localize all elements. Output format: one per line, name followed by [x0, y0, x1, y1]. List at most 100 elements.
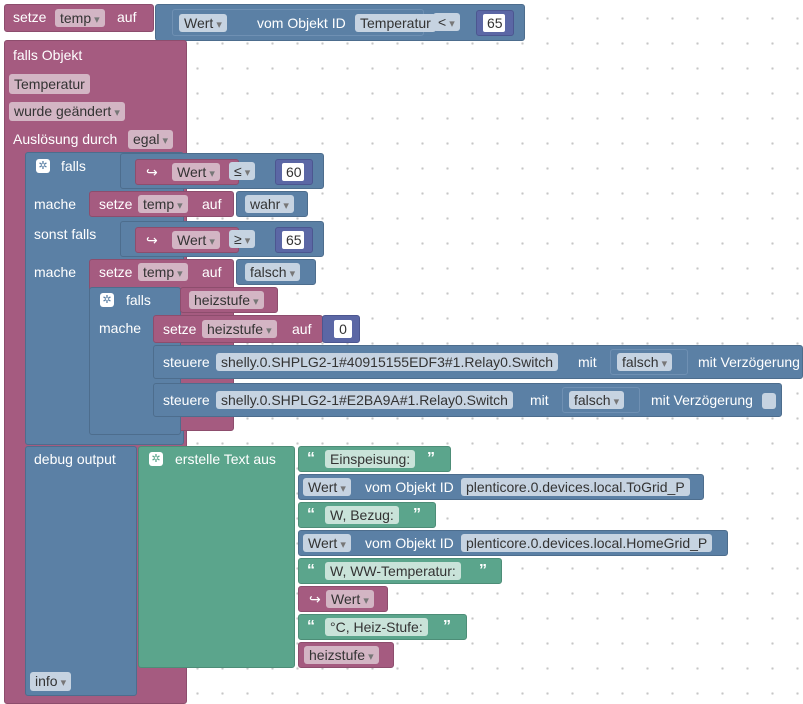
set-temp-block[interactable]: setze temp auf — [4, 4, 154, 32]
number-block-65[interactable]: 65 — [275, 227, 313, 253]
auf-label-2: auf — [202, 196, 222, 212]
steuere-block-1[interactable]: steuere shelly.0.SHPLG2-1#40915155EDF3#1… — [153, 345, 803, 379]
text-part-1[interactable]: “ Einspeisung: ” — [298, 446, 451, 472]
var-dropdown-temp-2[interactable]: temp — [138, 195, 188, 213]
object-id-p2[interactable]: plenticore.0.devices.local.HomeGrid_P — [461, 534, 713, 552]
trigger-event-dropdown[interactable]: wurde geändert — [9, 102, 125, 121]
text-field-2[interactable]: W, Bezug: — [325, 506, 399, 524]
gear-icon-3[interactable]: ✲ — [149, 452, 163, 466]
return-arrow-icon-3: ↪ — [309, 591, 321, 607]
mit-label-1: mit — [578, 354, 597, 370]
number-value[interactable]: 65 — [482, 13, 506, 33]
setze-label: setze — [13, 9, 47, 25]
text-field-4[interactable]: °C, Heiz-Stufe: — [325, 618, 428, 636]
get-value-block[interactable]: Wert vom Objekt ID Temperatur — [172, 9, 436, 36]
text-field-3[interactable]: W, WW-Temperatur: — [325, 562, 461, 580]
trigger-object[interactable]: Temperatur — [9, 74, 90, 94]
wert-dropdown-2[interactable]: Wert — [172, 231, 220, 249]
condition-1-block[interactable]: ↪ Wert ≤ 60 — [120, 153, 324, 189]
sonst-falls-label: sonst falls — [34, 226, 97, 242]
auf-label-3: auf — [202, 264, 222, 280]
op-dropdown-2[interactable]: ≥ — [229, 230, 256, 248]
close-quote-icon-4: ” — [443, 618, 451, 635]
object-id-field[interactable]: Temperatur — [355, 14, 436, 32]
open-quote-icon-4: “ — [307, 618, 315, 635]
compare-block[interactable]: Wert vom Objekt ID Temperatur < 65 — [155, 4, 525, 41]
mache-label: mache — [34, 196, 77, 212]
set-temp-true-block[interactable]: setze temp auf — [89, 191, 234, 217]
steuere-object-id-2[interactable]: shelly.0.SHPLG2-1#E2BA9A#1.Relay0.Switch — [216, 391, 513, 409]
ausloesung-dropdown[interactable]: egal — [128, 130, 174, 149]
debug-level-dropdown[interactable]: info — [30, 672, 72, 691]
text-field-1[interactable]: Einspeisung: — [325, 450, 416, 468]
setze-label-2: setze — [99, 196, 133, 212]
create-text-label: erstelle Text aus — [175, 451, 276, 467]
bool-true-block[interactable]: wahr — [236, 191, 308, 217]
heizstufe-var-part[interactable]: heizstufe — [298, 642, 394, 668]
number-block-60[interactable]: 60 — [275, 159, 313, 185]
steuere-label-2: steuere — [163, 392, 210, 408]
op-dropdown-1[interactable]: ≤ — [229, 162, 256, 180]
gear-icon-2[interactable]: ✲ — [100, 293, 114, 307]
wert-dropdown-p2[interactable]: Wert — [303, 534, 351, 552]
delay-label-2: mit Verzögerung — [651, 392, 753, 408]
setze-label-4: setze — [163, 321, 197, 337]
value-part-1[interactable]: Wert vom Objekt ID plenticore.0.devices.… — [298, 474, 704, 500]
return-arrow-icon: ↪ — [146, 164, 158, 180]
debug-output-label: debug output — [34, 451, 116, 467]
vom-objekt-id-p1: vom Objekt ID — [365, 479, 454, 495]
debug-output-block[interactable]: debug output info — [25, 446, 137, 696]
number-value-60[interactable]: 60 — [281, 162, 305, 182]
text-part-3[interactable]: “ W, WW-Temperatur: ” — [298, 558, 502, 584]
wert-dropdown-p3[interactable]: Wert — [326, 590, 374, 608]
text-part-2[interactable]: “ W, Bezug: ” — [298, 502, 436, 528]
create-text-block[interactable]: ✲ erstelle Text aus — [138, 446, 295, 668]
number-value-0[interactable]: 0 — [333, 319, 353, 339]
falls-label: falls — [61, 158, 86, 174]
object-id-p1[interactable]: plenticore.0.devices.local.ToGrid_P — [461, 478, 690, 496]
var-dropdown-temp[interactable]: temp — [55, 9, 105, 27]
setze-label-3: setze — [99, 264, 133, 280]
close-quote-icon-3: ” — [479, 562, 487, 579]
bool-false-block[interactable]: falsch — [236, 259, 316, 285]
heizstufe-var-block[interactable]: heizstufe — [180, 287, 278, 313]
gear-icon[interactable]: ✲ — [36, 159, 50, 173]
bool-block-s1[interactable]: falsch — [610, 349, 688, 375]
falls-label-2: falls — [126, 292, 151, 308]
wert-dropdown[interactable]: Wert — [179, 14, 227, 32]
bool-dropdown-falsch[interactable]: falsch — [245, 263, 301, 281]
bool-dropdown-wahr[interactable]: wahr — [245, 195, 294, 213]
auf-label: auf — [117, 9, 137, 25]
loop-var-block-2[interactable]: ↪ Wert — [135, 227, 239, 253]
bool-dropdown-s1[interactable]: falsch — [617, 353, 673, 371]
close-quote-icon-2: ” — [413, 506, 421, 523]
heizstufe-dropdown-p4[interactable]: heizstufe — [304, 646, 379, 664]
steuere-object-id-1[interactable]: shelly.0.SHPLG2-1#40915155EDF3#1.Relay0.… — [216, 353, 559, 371]
number-value-65[interactable]: 65 — [281, 230, 305, 250]
vom-objekt-id-p2: vom Objekt ID — [365, 535, 454, 551]
ausloesung-label: Auslösung durch — [13, 131, 118, 147]
heizstufe-dropdown-2[interactable]: heizstufe — [202, 320, 277, 338]
operator-dropdown[interactable]: < — [433, 13, 460, 31]
delay-checkbox[interactable] — [762, 393, 776, 409]
condition-2-block[interactable]: ↪ Wert ≥ 65 — [120, 221, 324, 257]
wert-dropdown-1[interactable]: Wert — [172, 163, 220, 181]
loop-var-block[interactable]: ↪ Wert — [135, 159, 239, 185]
wert-dropdown-p1[interactable]: Wert — [303, 478, 351, 496]
bool-dropdown-s2[interactable]: falsch — [569, 391, 625, 409]
bool-block-s2[interactable]: falsch — [562, 387, 640, 413]
mache-label-2: mache — [34, 264, 77, 280]
trigger-title: falls Objekt — [13, 47, 83, 63]
var-dropdown-temp-3[interactable]: temp — [138, 263, 188, 281]
heizstufe-dropdown[interactable]: heizstufe — [189, 291, 264, 309]
number-block-0[interactable]: 0 — [322, 315, 360, 343]
steuere-block-2[interactable]: steuere shelly.0.SHPLG2-1#E2BA9A#1.Relay… — [153, 383, 782, 417]
open-quote-icon-3: “ — [307, 562, 315, 579]
value-part-2[interactable]: Wert vom Objekt ID plenticore.0.devices.… — [298, 530, 728, 556]
set-heizstufe-block[interactable]: setze heizstufe auf — [153, 315, 323, 343]
delay-label-1: mit Verzögerung — [698, 354, 800, 370]
text-part-4[interactable]: “ °C, Heiz-Stufe: ” — [298, 614, 467, 640]
value-var-part[interactable]: ↪ Wert — [298, 586, 388, 612]
mit-label-2: mit — [530, 392, 549, 408]
number-block[interactable]: 65 — [476, 10, 514, 36]
